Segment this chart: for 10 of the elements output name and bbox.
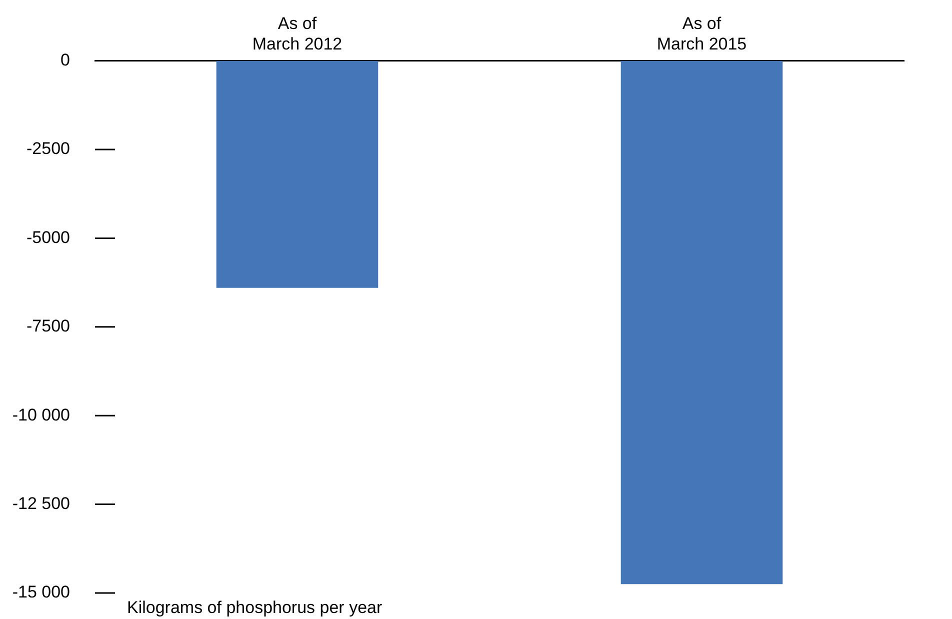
y-tick-label: -5000 — [26, 228, 70, 247]
text: Kilograms of phosphorus per year — [127, 598, 382, 618]
y-tick-label: 0 — [60, 50, 70, 70]
y-tick-label: -7500 — [26, 316, 70, 336]
x-tick-label: As of March 2015 — [656, 14, 747, 54]
y-tick-label: -2500 — [26, 139, 70, 158]
y-tick-label: -15 000 — [12, 582, 70, 602]
x-tick-label: As of March 2012 — [252, 14, 342, 54]
y-tick-label: -10 000 — [12, 405, 70, 424]
y-tick-label: -12 500 — [12, 494, 70, 513]
